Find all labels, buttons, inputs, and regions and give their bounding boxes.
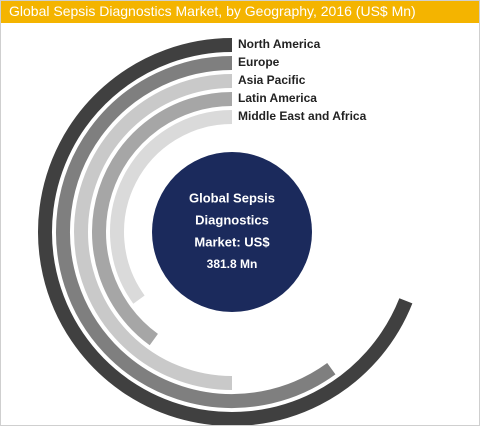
category-label: Middle East and Africa: [238, 109, 367, 123]
radial-bar: [74, 74, 233, 390]
category-label: Asia Pacific: [238, 73, 306, 87]
category-label: Latin America: [238, 91, 317, 105]
center-text: 381.8 Mn: [207, 257, 258, 271]
center-text: Global Sepsis: [189, 190, 275, 205]
radial-bar: [110, 110, 233, 304]
radial-bar: [38, 38, 413, 425]
center-circle: [152, 152, 312, 312]
center-text: Diagnostics: [195, 212, 269, 227]
chart-title: Global Sepsis Diagnostics Market, by Geo…: [9, 3, 416, 19]
center-text: Market: US$: [194, 234, 270, 249]
title-bar: [1, 1, 479, 23]
radial-bar: [56, 56, 336, 408]
radial-bar: [92, 92, 233, 346]
category-label: North America: [238, 37, 321, 51]
category-label: Europe: [238, 55, 280, 69]
